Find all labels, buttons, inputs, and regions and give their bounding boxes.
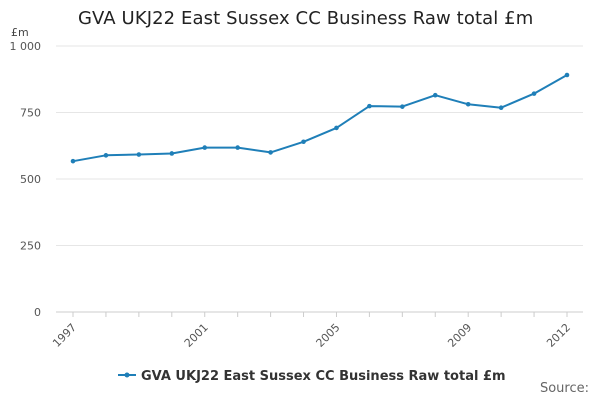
legend-label: GVA UKJ22 East Sussex CC Business Raw to…	[141, 369, 506, 384]
legend-swatch-marker	[124, 372, 130, 378]
y-tick-label: 250	[20, 240, 41, 253]
data-point[interactable]	[202, 145, 208, 150]
x-axis-tick-labels: 1997 2001 2005 2009 2012	[50, 321, 573, 350]
x-tick-label: 2005	[314, 321, 343, 350]
series-layer	[70, 72, 570, 164]
data-point[interactable]	[531, 91, 537, 96]
x-tick-label: 2009	[445, 321, 474, 350]
y-tick-label: 1 000	[10, 40, 42, 53]
data-point[interactable]	[235, 145, 240, 150]
gridlines	[56, 45, 583, 246]
y-tick-label: 0	[34, 306, 41, 319]
data-point[interactable]	[70, 158, 76, 164]
chart-title: GVA UKJ22 East Sussex CC Business Raw to…	[78, 8, 534, 29]
x-tick-label: 2012	[544, 321, 573, 350]
data-point[interactable]	[334, 125, 339, 131]
source-label: Source:	[539, 381, 589, 396]
data-point[interactable]	[169, 151, 175, 156]
x-axis	[56, 311, 583, 317]
y-axis-unit: £m	[11, 26, 29, 39]
legend[interactable]: GVA UKJ22 East Sussex CC Business Raw to…	[118, 369, 506, 384]
data-point[interactable]	[432, 92, 438, 98]
y-axis-tick-labels: 0 250 500 750 1 000	[10, 40, 42, 319]
data-point[interactable]	[268, 150, 273, 155]
data-point[interactable]	[103, 153, 109, 158]
data-point[interactable]	[301, 139, 306, 145]
y-tick-label: 750	[20, 107, 41, 120]
x-tick-label: 1997	[50, 321, 79, 350]
data-point[interactable]	[136, 152, 142, 157]
data-point[interactable]	[465, 101, 471, 107]
series-line	[72, 74, 568, 163]
x-tick-label: 2001	[182, 321, 211, 350]
data-point[interactable]	[400, 104, 405, 109]
y-tick-label: 500	[20, 173, 41, 186]
data-point[interactable]	[564, 72, 570, 78]
data-point[interactable]	[367, 103, 372, 109]
data-point[interactable]	[498, 105, 504, 111]
